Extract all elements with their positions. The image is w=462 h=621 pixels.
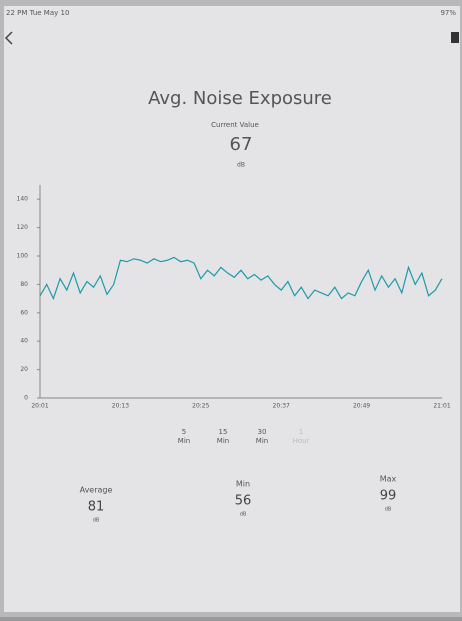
range-num[interactable]: 15 xyxy=(219,428,228,436)
range-num[interactable]: 5 xyxy=(182,428,186,436)
current-unit: dB xyxy=(237,162,245,169)
page: 22 PM Tue May 10 97% Avg. Noise Exposure… xyxy=(0,0,462,617)
current-value: 67 xyxy=(230,134,253,155)
range-unit[interactable]: Min xyxy=(178,437,190,445)
range-unit[interactable]: Min xyxy=(256,437,268,445)
stat-label: Average xyxy=(80,486,113,495)
status-time: 22 PM Tue May 10 xyxy=(6,9,69,17)
current-label: Current Value xyxy=(211,121,259,129)
stat-label: Max xyxy=(380,475,397,484)
y-tick-label: 20 xyxy=(20,366,28,373)
status-battery: 97% xyxy=(440,9,456,17)
x-tick-label: 20:13 xyxy=(112,403,129,410)
y-tick-label: 120 xyxy=(17,224,29,231)
y-tick-label: 80 xyxy=(20,281,28,288)
share-icon[interactable] xyxy=(451,32,459,43)
range-unit[interactable]: Hour xyxy=(293,437,310,445)
y-tick-label: 0 xyxy=(24,395,28,402)
screen: 22 PM Tue May 10 97% Avg. Noise Exposure… xyxy=(0,0,462,617)
x-tick-label: 20:49 xyxy=(353,403,370,410)
range-num[interactable]: 30 xyxy=(258,428,267,436)
stat-unit: dB xyxy=(385,507,392,513)
stat-unit: dB xyxy=(240,512,247,518)
stat-value: 81 xyxy=(88,500,105,515)
x-tick-label: 20:01 xyxy=(31,403,48,410)
range-unit[interactable]: Min xyxy=(217,437,229,445)
stat-value: 99 xyxy=(380,489,397,504)
x-tick-label: 21:01 xyxy=(433,403,450,410)
y-tick-label: 100 xyxy=(17,253,29,260)
x-tick-label: 20:25 xyxy=(192,403,209,410)
stat-value: 56 xyxy=(235,494,252,509)
y-tick-label: 140 xyxy=(17,196,29,203)
title: Avg. Noise Exposure xyxy=(148,88,332,109)
y-tick-label: 40 xyxy=(20,338,28,345)
stat-unit: dB xyxy=(93,518,100,524)
x-tick-label: 20:37 xyxy=(273,403,290,410)
y-tick-label: 60 xyxy=(20,309,28,316)
range-num[interactable]: 1 xyxy=(299,428,303,436)
stat-label: Min xyxy=(236,480,250,489)
